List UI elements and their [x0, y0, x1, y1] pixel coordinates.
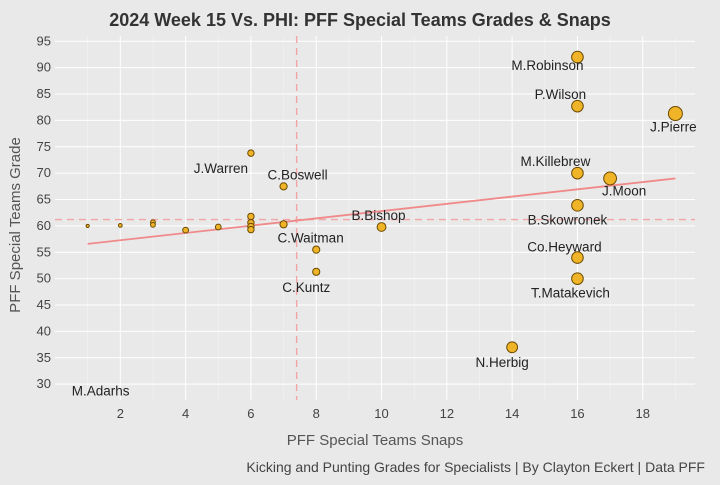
plot-area	[55, 36, 695, 400]
x-axis-title: PFF Special Teams Snaps	[287, 432, 463, 449]
point-label: B.Bishop	[352, 208, 406, 223]
x-tick-label: 12	[440, 406, 454, 421]
y-tick-label: 30	[37, 376, 51, 391]
points	[85, 50, 683, 354]
point-label: J.Pierre	[650, 120, 697, 135]
x-tick-label: 6	[247, 406, 254, 421]
data-point	[279, 220, 288, 229]
data-point	[376, 222, 387, 232]
chart-title: 2024 Week 15 Vs. PHI: PFF Special Teams …	[109, 10, 611, 30]
data-point	[247, 212, 255, 221]
tick-labels: 2 4 6 8 10 12 14 16 18 30 35 40 45 50 55 60 65 70 75 80 85 90…	[37, 33, 650, 421]
y-tick-label: 80	[37, 112, 51, 127]
point-label: C.Boswell	[268, 167, 328, 182]
data-point	[312, 267, 321, 276]
point-label: C.Waitman	[277, 230, 343, 245]
x-tick-label: 14	[505, 406, 519, 421]
data-point	[667, 106, 683, 122]
data-point	[247, 149, 255, 157]
data-point	[506, 341, 519, 354]
data-point	[603, 171, 618, 186]
point-label: P.Wilson	[535, 87, 587, 102]
annotation-label: M.Adarhs	[72, 384, 130, 399]
data-point	[571, 50, 584, 64]
y-tick-label: 60	[37, 218, 51, 233]
point-label: N.Herbig	[476, 355, 529, 370]
x-tick-label: 10	[374, 406, 388, 421]
data-point	[571, 99, 584, 113]
point-label: C.Kuntz	[282, 280, 330, 295]
y-tick-label: 70	[37, 165, 51, 180]
data-point	[571, 251, 584, 264]
data-point	[279, 182, 288, 191]
chart-caption: Kicking and Punting Grades for Specialis…	[246, 459, 705, 475]
data-point	[571, 166, 584, 180]
point-label: M.Killebrew	[521, 154, 591, 169]
data-point	[150, 221, 156, 228]
point-label: T.Matakevich	[531, 286, 610, 301]
reference-lines	[55, 36, 695, 400]
data-point	[214, 223, 222, 231]
grid	[55, 36, 695, 400]
point-label: J.Moon	[602, 183, 646, 198]
point-label: B.Skowronek	[528, 212, 608, 227]
data-point	[85, 223, 90, 229]
data-point	[182, 226, 190, 234]
x-tick-label: 2	[117, 406, 124, 421]
x-tick-label: 16	[570, 406, 584, 421]
point-label: Co.Heyward	[527, 240, 601, 255]
y-tick-label: 95	[37, 33, 51, 48]
x-tick-label: 8	[313, 406, 320, 421]
point-label: J.Warren	[194, 161, 248, 176]
y-tick-label: 55	[37, 244, 51, 259]
y-tick-label: 85	[37, 86, 51, 101]
data-point	[247, 225, 255, 234]
point-label: M.Robinson	[511, 58, 583, 73]
data-point	[571, 199, 584, 212]
data-point	[571, 272, 584, 285]
y-tick-label: 65	[37, 192, 51, 207]
point-labels: M.Robinson P.Wilson J.Pierre M.Killebrew J.M…	[72, 58, 697, 398]
y-tick-label: 35	[37, 350, 51, 365]
x-tick-label: 4	[182, 406, 189, 421]
data-point	[117, 222, 123, 228]
y-tick-label: 40	[37, 323, 51, 338]
x-tick-label: 18	[636, 406, 650, 421]
y-axis-title: PFF Special Teams Grade	[7, 137, 24, 313]
data-point	[312, 245, 321, 254]
y-tick-label: 75	[37, 139, 51, 154]
y-tick-label: 45	[37, 297, 51, 312]
y-tick-label: 90	[37, 60, 51, 75]
y-tick-label: 50	[37, 271, 51, 286]
